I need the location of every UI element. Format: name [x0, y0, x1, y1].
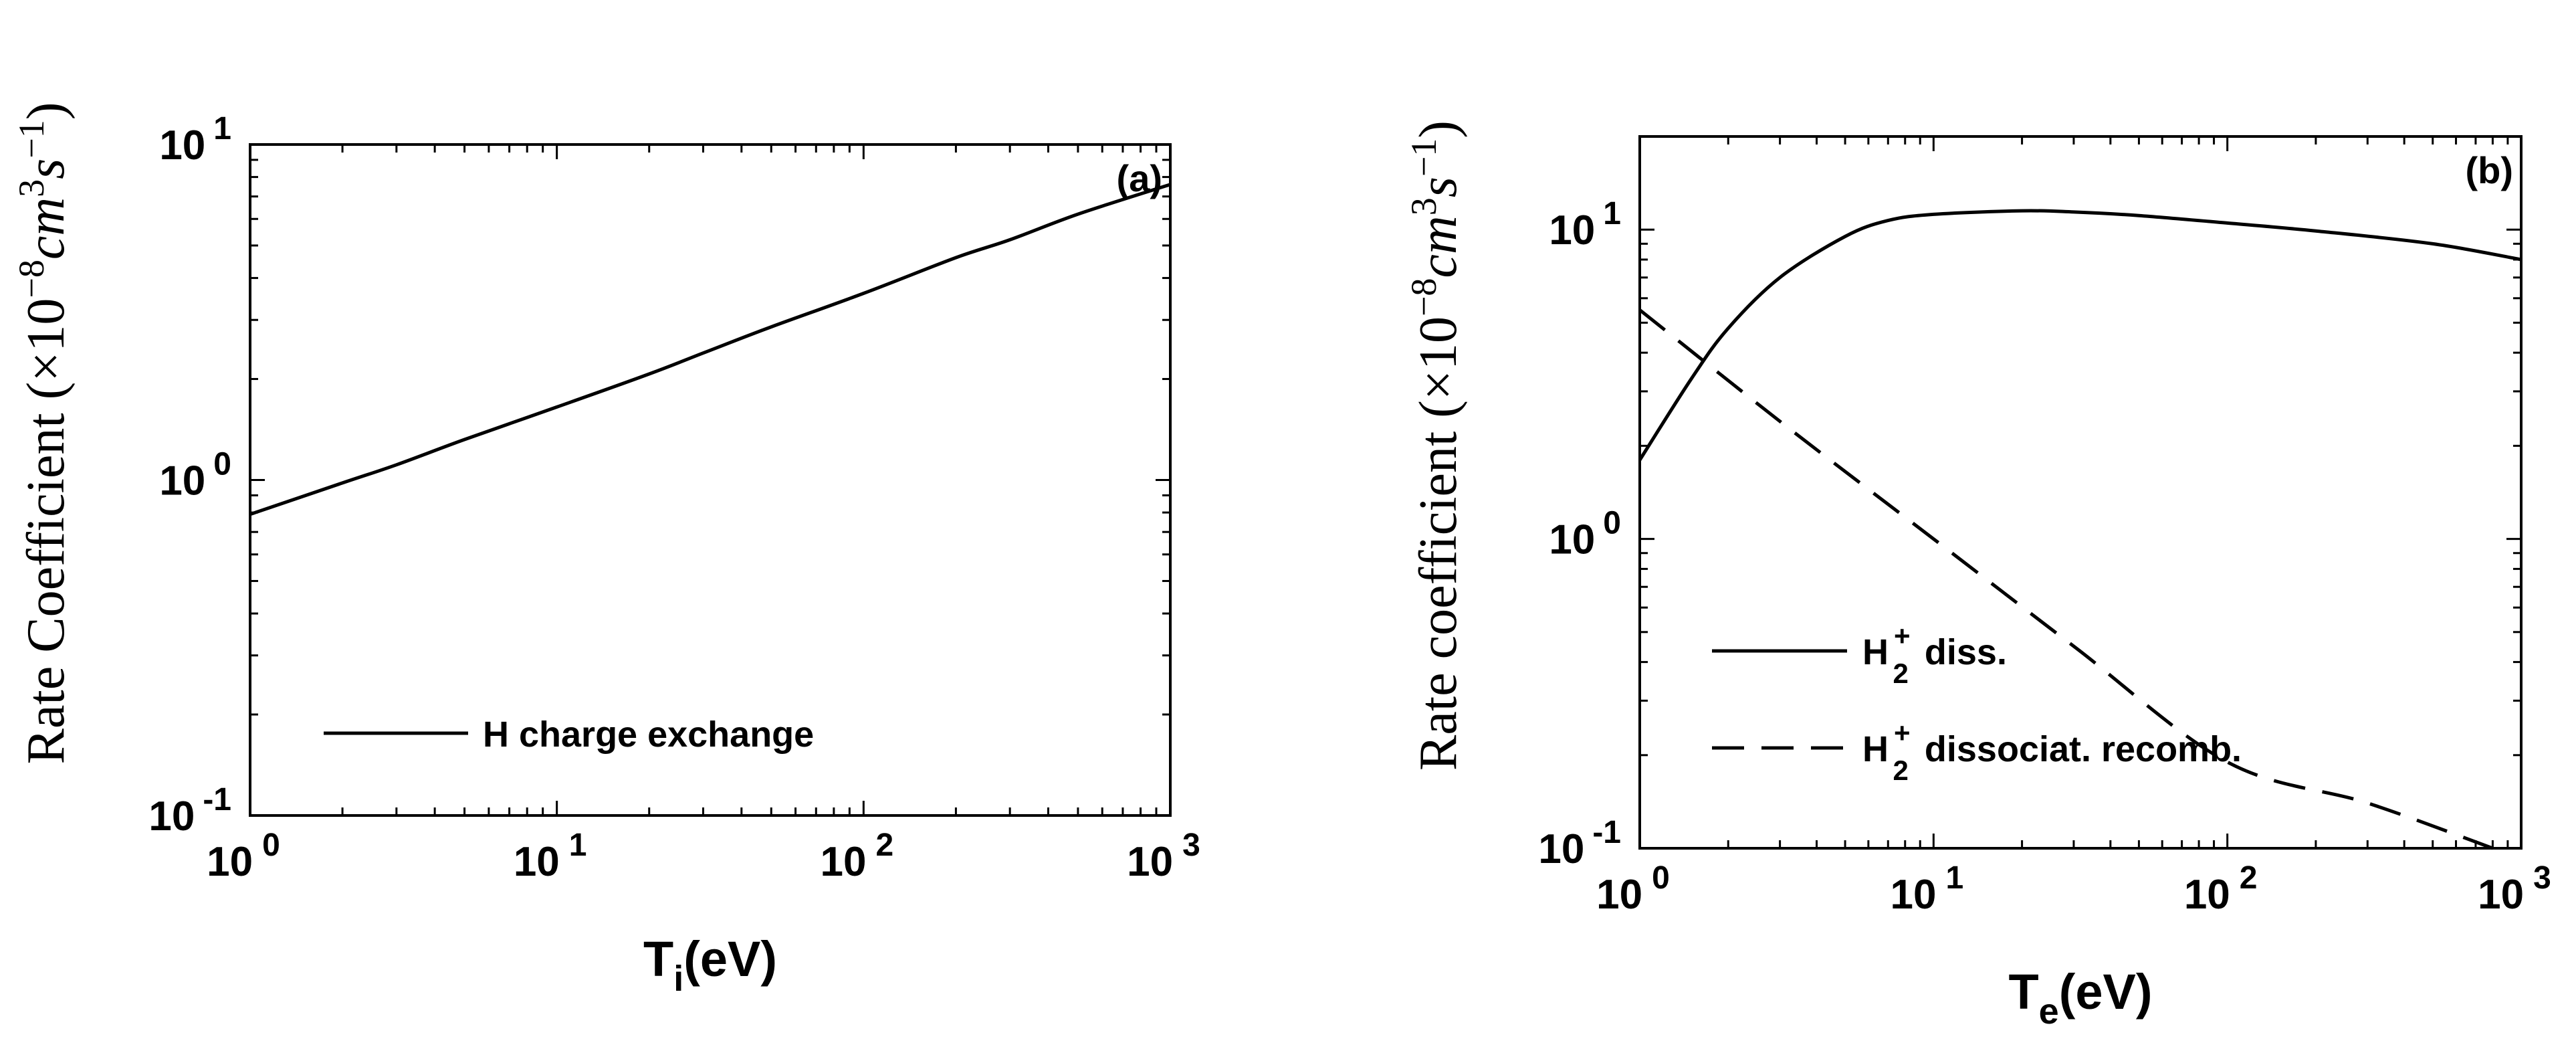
x-tick-base: 10	[820, 839, 866, 885]
x-tick-exp: 2	[2240, 860, 2258, 896]
series-group-a	[249, 183, 1171, 516]
x-tick-base: 10	[2184, 872, 2230, 918]
y-axis-label-a: Rate Coefficient (×10−8cm3s−1)	[11, 102, 76, 765]
y-axis-label-unit2-a: s	[17, 159, 76, 179]
x-tick-label: 10 3	[2478, 860, 2551, 918]
x-tick-labels-b: 10 0 10 1 10 2 10 3	[1596, 860, 2551, 918]
y-axis-label-text-b: Rate coefficient (×10	[1409, 316, 1468, 771]
x-axis-label-a: Ti(eV)	[643, 931, 777, 999]
x-tick-label: 10 1	[514, 828, 587, 885]
legend-label-sub: 2	[1893, 658, 1909, 689]
x-tick-exp: 1	[1945, 860, 1963, 896]
y-tick-base: 10	[159, 122, 205, 169]
legend-label-a-0: H charge exchange	[483, 714, 814, 755]
y-tick-exp: 0	[213, 447, 231, 482]
y-axis-label-exp3-a: −1	[11, 120, 51, 158]
legend-label-rest: dissociat. recomb.	[1925, 729, 2242, 769]
x-tick-exp: 2	[875, 828, 893, 863]
y-axis-label-exp2-b: 3	[1404, 197, 1444, 215]
legend-label-sup: +	[1894, 717, 1911, 749]
x-tick-exp: 0	[262, 828, 280, 863]
y-axis-label-close-a: )	[17, 102, 76, 120]
legend-a: H charge exchange	[324, 714, 814, 755]
x-tick-label: 10 3	[1127, 828, 1200, 885]
y-tick-label: 10 0	[159, 447, 231, 504]
y-tick-exp: 1	[1603, 196, 1621, 231]
x-tick-exp: 3	[2533, 860, 2551, 896]
x-tick-base: 10	[207, 839, 253, 885]
series-line-b-1	[1638, 308, 2494, 850]
y-tick-exp: 1	[213, 111, 231, 147]
y-tick-label: 10 1	[159, 111, 231, 169]
y-axis-label-close-b: )	[1409, 120, 1468, 138]
series-group-b	[1638, 209, 2522, 850]
legend-label-sup: +	[1894, 620, 1911, 652]
series-line-b-0	[1638, 209, 2522, 461]
x-tick-label: 10 2	[2184, 860, 2258, 918]
y-tick-base: 10	[1549, 207, 1595, 254]
x-tick-base: 10	[2478, 872, 2524, 918]
x-axis-label-sub-a: i	[673, 959, 683, 999]
y-axis-label-exp2-a: 3	[11, 179, 51, 197]
y-axis-label-unit-b: cm	[1409, 215, 1468, 278]
legend-label-base: H	[1862, 729, 1889, 769]
panel-label-b: (b)	[2465, 149, 2513, 191]
y-tick-label: 10 -1	[1538, 815, 1621, 872]
y-tick-label: 10 0	[1549, 506, 1621, 563]
y-tick-label: 10 1	[1549, 196, 1621, 254]
x-axis-label-main-b: T	[2008, 964, 2038, 1020]
y-tick-base: 10	[1549, 517, 1595, 563]
x-tick-label: 10 0	[207, 828, 280, 885]
y-axis-label-exp3-b: −1	[1404, 138, 1444, 177]
y-tick-exp: -1	[203, 782, 231, 817]
y-tick-base: 10	[1538, 826, 1584, 872]
plot-frame-b	[1638, 135, 2523, 850]
x-tick-base: 10	[514, 839, 560, 885]
x-tick-base: 10	[1890, 872, 1936, 918]
y-tick-exp: 0	[1603, 506, 1621, 541]
y-tick-base: 10	[159, 458, 205, 504]
x-axis-label-rest-a: (eV)	[683, 931, 777, 987]
x-tick-exp: 1	[569, 828, 587, 863]
x-tick-exp: 0	[1652, 860, 1670, 896]
x-tick-labels-a: 10 0 10 1 10 2 10 3	[207, 828, 1200, 885]
legend-label-b-0: H +2 diss.	[1862, 620, 2007, 689]
x-axis-label-rest-b: (eV)	[2059, 964, 2153, 1020]
legend-label-rest: diss.	[1925, 632, 2007, 672]
legend-label-b-1: H +2 dissociat. recomb.	[1862, 717, 2242, 786]
y-tick-label: 10 -1	[148, 782, 231, 840]
y-axis-label-b: Rate coefficient (×10−8cm3s−1)	[1404, 120, 1468, 771]
legend-label-base: H	[1862, 632, 1889, 672]
series-line-a-0	[249, 183, 1171, 516]
x-tick-base: 10	[1127, 839, 1173, 885]
legend-label-sub: 2	[1893, 755, 1909, 786]
x-tick-label: 10 1	[1890, 860, 1963, 918]
x-tick-label: 10 0	[1596, 860, 1670, 918]
y-tick-base: 10	[148, 793, 195, 840]
tick-marks-a	[249, 144, 1170, 817]
x-tick-base: 10	[1596, 872, 1642, 918]
y-axis-label-unit-a: cm	[17, 197, 76, 260]
y-axis-label-text-a: Rate Coefficient (×10	[17, 298, 76, 765]
y-tick-exp: -1	[1592, 815, 1621, 850]
x-tick-exp: 3	[1182, 828, 1200, 863]
x-tick-label: 10 2	[820, 828, 893, 885]
x-axis-label-sub-b: e	[2039, 991, 2059, 1032]
x-axis-label-main-a: T	[643, 931, 673, 987]
y-axis-label-unit2-b: s	[1409, 177, 1468, 197]
x-axis-label-b: Te(eV)	[2008, 964, 2152, 1032]
legend-b: H +2diss.H +2dissociat. recomb.	[1712, 620, 2242, 786]
y-axis-label-exp1-b: −8	[1404, 278, 1444, 316]
y-axis-label-exp1-a: −8	[11, 260, 51, 298]
panel-label-a: (a)	[1117, 157, 1162, 199]
